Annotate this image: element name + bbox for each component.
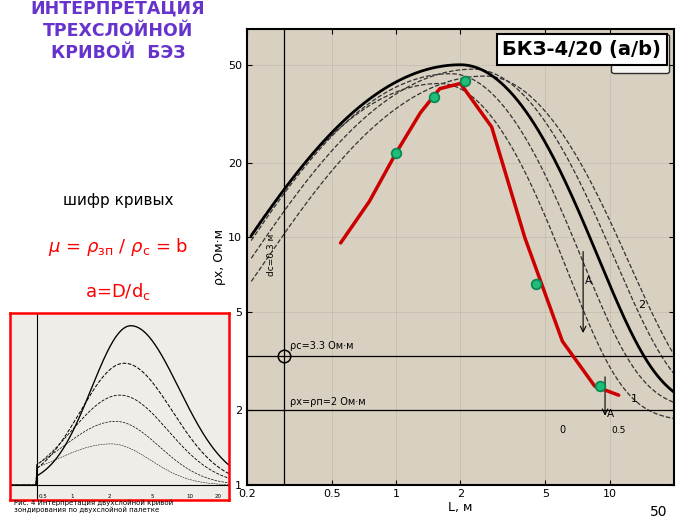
Text: 20: 20 (215, 494, 222, 499)
Text: 10: 10 (186, 494, 193, 499)
Text: 0.5: 0.5 (612, 426, 626, 435)
Text: ρс=3.3 Ом·м: ρс=3.3 Ом·м (291, 341, 354, 351)
Text: a=D/d$_{\mathregular{c}}$: a=D/d$_{\mathregular{c}}$ (85, 281, 151, 302)
Text: ρx=ρп=2 Ом·м: ρx=ρп=2 Ом·м (291, 397, 366, 407)
Text: 1: 1 (630, 394, 637, 404)
Text: шифр кривых: шифр кривых (63, 193, 173, 208)
Text: 2: 2 (107, 494, 111, 499)
Text: dс=0.3 м: dс=0.3 м (268, 234, 277, 276)
Text: 5: 5 (151, 494, 154, 499)
Text: 2: 2 (638, 300, 645, 309)
Text: A: A (585, 276, 592, 286)
Text: 0: 0 (559, 425, 566, 435)
Text: 1: 1 (70, 494, 74, 499)
Text: 0.5: 0.5 (39, 494, 48, 499)
Text: Рис. 4 Интерпретация двухслойной кривой
зондирования по двухслойной палетке: Рис. 4 Интерпретация двухслойной кривой … (14, 499, 173, 513)
X-axis label: L, м: L, м (448, 501, 473, 514)
Text: 50: 50 (650, 505, 667, 519)
Text: $\mu$ = $\rho_{\mathregular{зп}}$ / $\rho_{\mathregular{с}}$ = b: $\mu$ = $\rho_{\mathregular{зп}}$ / $\rh… (48, 235, 188, 258)
Text: БКЗ-4/20 (a/b): БКЗ-4/20 (a/b) (502, 40, 662, 59)
Text: ИНТЕРПРЕТАЦИЯ
ТРЕХСЛОЙНОЙ
КРИВОЙ  БЭЗ: ИНТЕРПРЕТАЦИЯ ТРЕХСЛОЙНОЙ КРИВОЙ БЭЗ (31, 0, 206, 63)
Y-axis label: ρx, Ом·м: ρx, Ом·м (213, 229, 227, 284)
Text: A: A (607, 409, 614, 419)
Legend: 1, 2: 1, 2 (612, 34, 669, 73)
